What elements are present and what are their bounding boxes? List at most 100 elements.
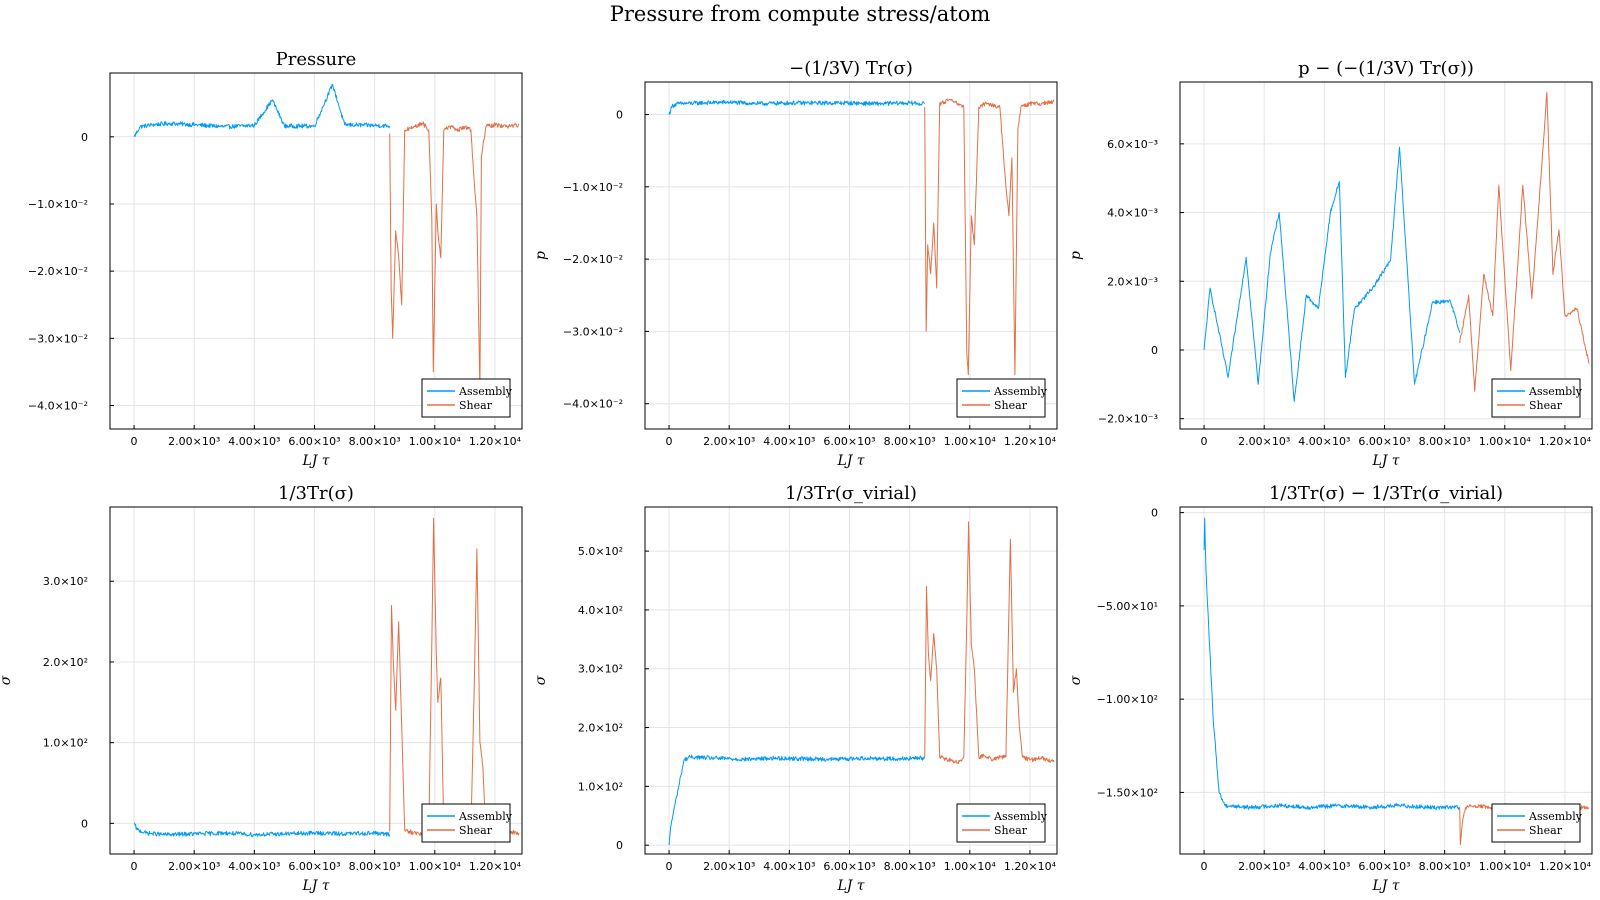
series-line-shear bbox=[924, 521, 1055, 765]
y-axis-label: p bbox=[1068, 251, 1084, 260]
y-tick-label: −3.0×10⁻² bbox=[28, 332, 88, 345]
y-tick-label: 4.0×10² bbox=[578, 604, 623, 617]
y-tick-label: −1.50×10² bbox=[1097, 786, 1158, 799]
subplot-title: p − (−(1/3V) Tr(σ)) bbox=[1298, 58, 1474, 79]
plot-frame bbox=[1179, 81, 1593, 430]
x-tick-label: 0 bbox=[1201, 860, 1208, 873]
legend-label: Shear bbox=[459, 399, 493, 412]
x-tick-label: 8.00×10³ bbox=[349, 860, 401, 873]
series-line-shear bbox=[389, 121, 520, 393]
legend-box bbox=[421, 378, 511, 418]
x-axis-label: LJ τ bbox=[836, 453, 864, 469]
legend-label: Assembly bbox=[1528, 385, 1583, 398]
x-tick-label: 8.00×10³ bbox=[1419, 435, 1471, 448]
x-tick-label: 6.00×10³ bbox=[823, 860, 875, 873]
subplot-1: 0 2.00×10³ 4.00×10³ 6.00×10³ 8.00×10³ 1.00×10… bbox=[28, 49, 523, 469]
plot-frame bbox=[1179, 506, 1593, 855]
x-tick-label: 2.00×10³ bbox=[168, 860, 220, 873]
legend-label: Assembly bbox=[993, 385, 1048, 398]
x-axis-label: LJ τ bbox=[301, 453, 329, 469]
x-tick-label: 6.00×10³ bbox=[288, 435, 340, 448]
x-tick-label: 1.00×10⁴ bbox=[409, 435, 462, 448]
series-line-shear bbox=[389, 517, 520, 837]
subplot-title: −(1/3V) Tr(σ) bbox=[789, 58, 913, 79]
x-tick-label: 2.00×10³ bbox=[1238, 860, 1290, 873]
y-tick-label: 2.0×10² bbox=[578, 722, 623, 735]
series-line-assembly bbox=[133, 822, 391, 838]
x-tick-label: 2.00×10³ bbox=[703, 435, 755, 448]
y-tick-label: −5.00×10¹ bbox=[1097, 600, 1158, 613]
y-tick-label: 2.0×10² bbox=[43, 656, 88, 669]
y-tick-label: 0 bbox=[1151, 507, 1158, 520]
y-tick-label: 0 bbox=[616, 839, 623, 852]
legend-label: Shear bbox=[994, 399, 1028, 412]
y-tick-label: −1.0×10⁻² bbox=[28, 198, 88, 211]
legend-box bbox=[1491, 803, 1581, 843]
legend-box bbox=[956, 803, 1046, 843]
legend-label: Assembly bbox=[1528, 810, 1583, 823]
y-tick-label: 1.0×10² bbox=[578, 780, 623, 793]
x-axis-label: LJ τ bbox=[1371, 453, 1399, 469]
x-tick-label: 8.00×10³ bbox=[884, 860, 936, 873]
x-tick-label: 0 bbox=[131, 860, 138, 873]
series-line-shear bbox=[1459, 91, 1590, 392]
y-axis-label: σ bbox=[533, 675, 549, 685]
x-tick-label: 4.00×10³ bbox=[1298, 860, 1350, 873]
x-tick-label: 1.00×10⁴ bbox=[944, 435, 997, 448]
x-tick-label: 1.20×10⁴ bbox=[1004, 860, 1057, 873]
x-tick-label: 1.20×10⁴ bbox=[469, 435, 522, 448]
x-tick-label: 1.20×10⁴ bbox=[469, 860, 522, 873]
subplot-title: 1/3Tr(σ_virial) bbox=[785, 483, 917, 504]
y-axis-label: p bbox=[533, 251, 549, 260]
y-tick-label: 0 bbox=[81, 817, 88, 830]
series-line-assembly bbox=[668, 100, 926, 115]
series-line-assembly bbox=[1203, 517, 1460, 810]
x-tick-label: 0 bbox=[666, 435, 673, 448]
y-tick-label: −4.0×10⁻² bbox=[28, 399, 88, 412]
x-tick-label: 4.00×10³ bbox=[763, 860, 815, 873]
x-tick-label: 6.00×10³ bbox=[823, 435, 875, 448]
y-tick-label: 0 bbox=[81, 131, 88, 144]
y-tick-label: 0 bbox=[1151, 344, 1158, 357]
y-tick-label: −1.00×10² bbox=[1097, 693, 1158, 706]
subplot-5: 0 2.00×10³ 4.00×10³ 6.00×10³ 8.00×10³ 1.00×10… bbox=[533, 483, 1058, 894]
y-axis-label: σ bbox=[1068, 675, 1084, 685]
y-axis-label: σ bbox=[0, 675, 14, 685]
y-tick-label: −4.0×10⁻² bbox=[563, 398, 623, 411]
y-tick-label: −2.0×10⁻² bbox=[563, 253, 623, 266]
subplot-title: Pressure bbox=[276, 49, 357, 70]
y-tick-label: 0 bbox=[616, 109, 623, 122]
x-tick-label: 4.00×10³ bbox=[228, 435, 280, 448]
y-tick-label: −2.0×10⁻² bbox=[28, 265, 88, 278]
subplot-4: 0 2.00×10³ 4.00×10³ 6.00×10³ 8.00×10³ 1.00×10… bbox=[0, 483, 523, 894]
x-tick-label: 1.00×10⁴ bbox=[409, 860, 462, 873]
x-axis-label: LJ τ bbox=[1371, 878, 1399, 894]
x-tick-label: 2.00×10³ bbox=[703, 860, 755, 873]
x-tick-label: 1.20×10⁴ bbox=[1004, 435, 1057, 448]
x-tick-label: 1.20×10⁴ bbox=[1539, 860, 1592, 873]
legend-box bbox=[956, 378, 1046, 418]
series-line-assembly bbox=[1203, 146, 1461, 402]
x-axis-label: LJ τ bbox=[301, 878, 329, 894]
legend-label: Shear bbox=[994, 824, 1028, 837]
y-tick-label: 1.0×10² bbox=[43, 737, 88, 750]
subplot-2: 0 2.00×10³ 4.00×10³ 6.00×10³ 8.00×10³ 1.00×10… bbox=[533, 58, 1058, 469]
x-tick-label: 1.00×10⁴ bbox=[1479, 860, 1532, 873]
y-tick-label: −1.0×10⁻² bbox=[563, 181, 623, 194]
y-tick-label: 3.0×10² bbox=[43, 575, 88, 588]
x-tick-label: 6.00×10³ bbox=[1358, 435, 1410, 448]
x-tick-label: 1.00×10⁴ bbox=[1479, 435, 1532, 448]
x-tick-label: 0 bbox=[131, 435, 138, 448]
x-tick-label: 8.00×10³ bbox=[349, 435, 401, 448]
legend-box bbox=[421, 803, 511, 843]
x-tick-label: 4.00×10³ bbox=[1298, 435, 1350, 448]
y-tick-label: 4.0×10⁻³ bbox=[1107, 207, 1158, 220]
plot-frame bbox=[644, 81, 1058, 430]
x-tick-label: 8.00×10³ bbox=[1419, 860, 1471, 873]
x-tick-label: 8.00×10³ bbox=[884, 435, 936, 448]
x-tick-label: 2.00×10³ bbox=[1238, 435, 1290, 448]
